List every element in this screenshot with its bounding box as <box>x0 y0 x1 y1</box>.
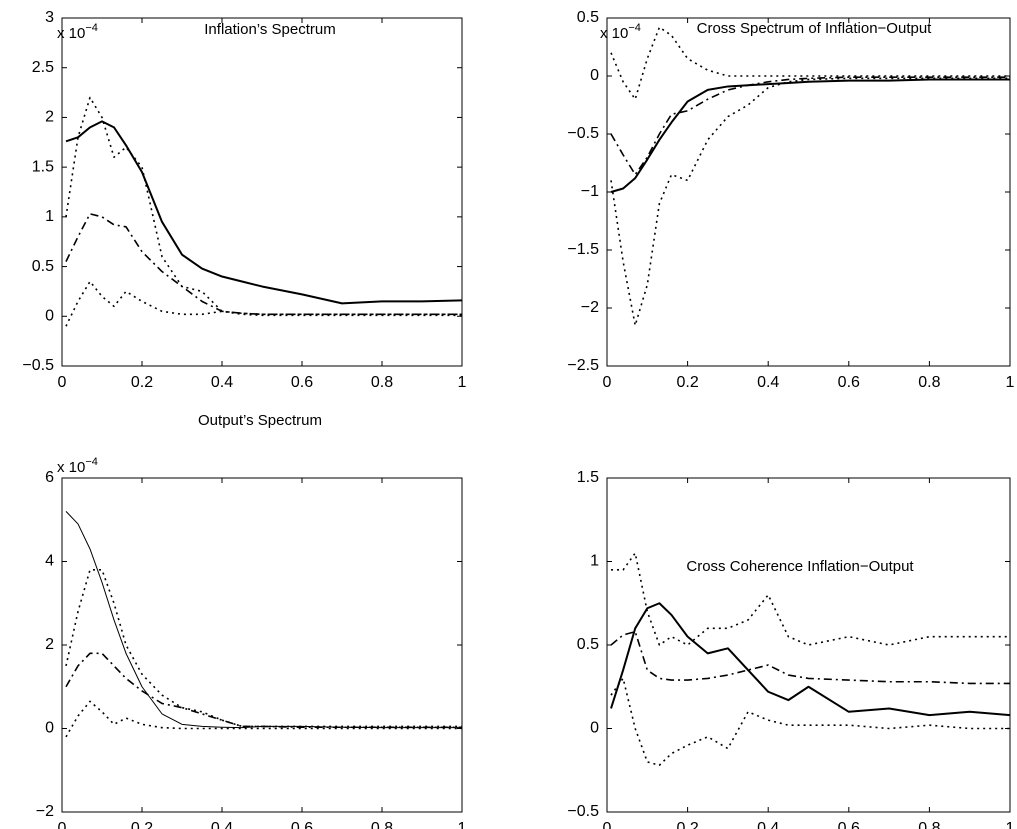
y-tick-label: 0 <box>45 308 54 325</box>
y-tick-label: 1.5 <box>32 158 54 175</box>
line-series <box>611 552 1010 646</box>
y-tick-label: 1 <box>590 553 599 570</box>
y-tick-label: 0.5 <box>32 258 54 275</box>
y-scale-label: x 10−4 <box>600 22 641 42</box>
x-tick-label: 0.4 <box>211 820 233 829</box>
y-tick-label: −0.5 <box>567 803 599 820</box>
x-tick-label: 0.6 <box>838 820 860 829</box>
x-tick-label: 0.2 <box>131 820 153 829</box>
y-tick-label: 4 <box>45 553 54 570</box>
y-tick-label: −2 <box>581 299 599 316</box>
x-tick-label: 0.4 <box>211 374 233 391</box>
x-tick-label: 0.4 <box>757 820 779 829</box>
x-tick-label: 0.8 <box>918 820 940 829</box>
y-scale-label: x 10−4 <box>57 456 98 476</box>
x-tick-label: 1 <box>458 820 467 829</box>
scale-exponent: −4 <box>85 22 98 34</box>
x-tick-label: 0 <box>58 820 67 829</box>
chart-title: Cross Coherence Inflation−Output <box>686 558 914 575</box>
chart-title: Cross Spectrum of Inflation−Output <box>697 20 933 37</box>
line-series <box>65 511 462 729</box>
line-series <box>65 569 462 728</box>
y-tick-label: −0.5 <box>567 125 599 142</box>
line-series <box>65 120 463 305</box>
x-tick-label: 1 <box>1006 374 1015 391</box>
x-tick-label: 1 <box>458 374 467 391</box>
y-tick-label: 2.5 <box>32 59 54 76</box>
x-tick-label: 1 <box>1006 820 1015 829</box>
y-scale-label: x 10−4 <box>57 22 98 42</box>
y-tick-label: 0 <box>590 720 599 737</box>
y-tick-label: 0 <box>45 720 54 737</box>
line-series <box>65 700 462 738</box>
scale-exponent: −4 <box>628 22 641 34</box>
x-tick-label: 0 <box>58 374 67 391</box>
scale-base: x 10 <box>57 459 85 476</box>
axes-box <box>606 477 1011 813</box>
x-tick-label: 0.8 <box>371 374 393 391</box>
x-tick-label: 0.8 <box>918 374 940 391</box>
axes-box <box>61 477 463 813</box>
chart-title: Output’s Spectrum <box>198 412 322 429</box>
x-tick-label: 0.4 <box>757 374 779 391</box>
axes-box <box>606 17 1011 367</box>
line-series <box>610 78 1010 193</box>
x-tick-label: 0 <box>603 374 612 391</box>
x-tick-label: 0.8 <box>371 820 393 829</box>
y-tick-label: −2.5 <box>567 357 599 374</box>
x-tick-label: 0.2 <box>131 374 153 391</box>
y-tick-label: 0.5 <box>577 9 599 26</box>
y-tick-label: 1.5 <box>577 469 599 486</box>
y-tick-label: 2 <box>45 109 54 126</box>
y-tick-label: −0.5 <box>22 357 54 374</box>
y-tick-label: −1.5 <box>567 241 599 258</box>
x-tick-label: 0.6 <box>291 820 313 829</box>
y-tick-label: −1 <box>581 183 599 200</box>
y-tick-label: 3 <box>45 9 54 26</box>
x-tick-label: 0.2 <box>676 820 698 829</box>
line-series <box>610 630 1010 685</box>
line-series <box>65 213 462 316</box>
x-tick-label: 0 <box>603 820 612 829</box>
y-tick-label: 0.5 <box>577 636 599 653</box>
y-tick-label: 6 <box>45 469 54 486</box>
scale-exponent: −4 <box>85 456 98 468</box>
x-tick-label: 0.2 <box>676 374 698 391</box>
line-series <box>65 280 462 327</box>
scale-base: x 10 <box>57 25 85 42</box>
line-series <box>610 76 1010 176</box>
y-tick-label: 1 <box>45 208 54 225</box>
scale-base: x 10 <box>600 25 628 42</box>
x-tick-label: 0.6 <box>838 374 860 391</box>
line-series <box>65 652 462 729</box>
y-tick-label: 0 <box>590 67 599 84</box>
y-tick-label: −2 <box>36 803 54 820</box>
y-tick-label: 2 <box>45 636 54 653</box>
chart-title: Inflation’s Spectrum <box>204 21 335 38</box>
axes-box <box>61 17 463 367</box>
x-tick-label: 0.6 <box>291 374 313 391</box>
line-series <box>610 602 1011 717</box>
